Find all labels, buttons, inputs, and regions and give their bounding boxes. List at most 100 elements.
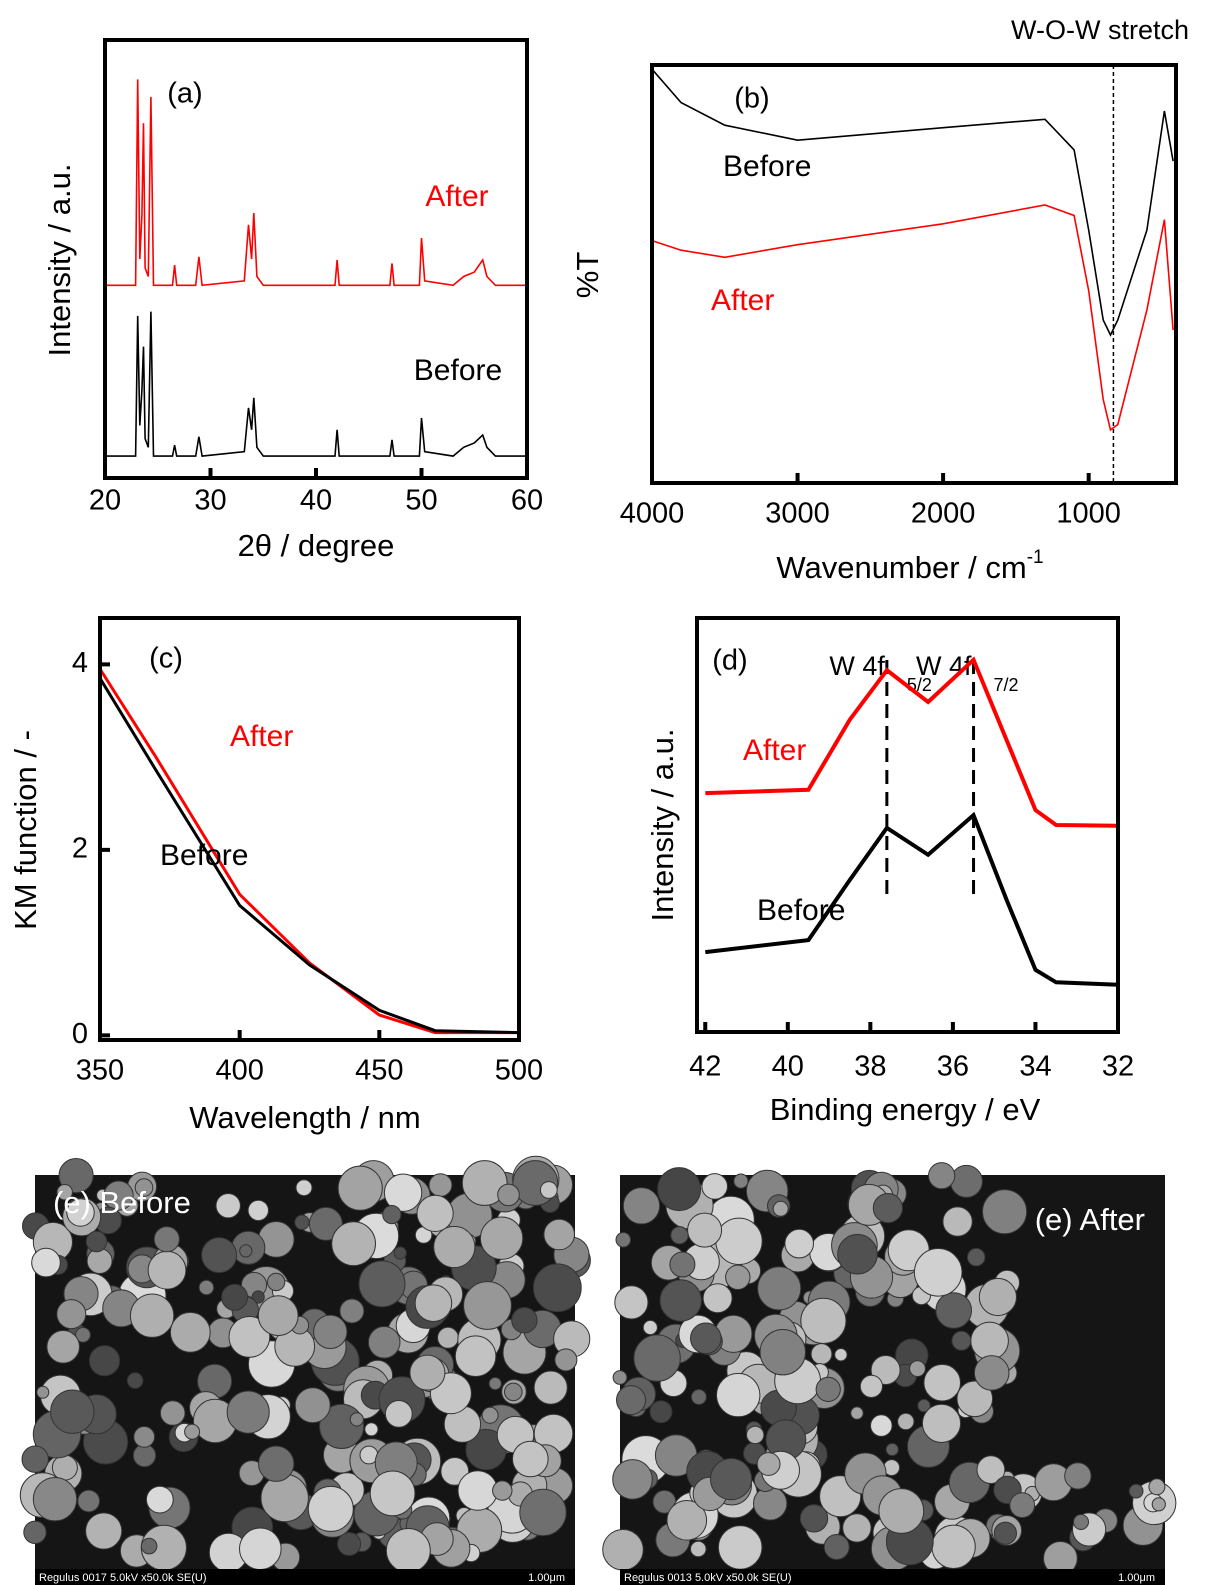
particle bbox=[756, 1452, 781, 1476]
particle bbox=[702, 1283, 733, 1314]
series-label: After bbox=[711, 284, 774, 317]
particle bbox=[221, 1283, 249, 1311]
x-tick-label: 38 bbox=[854, 1051, 886, 1083]
info-bar bbox=[35, 1569, 575, 1585]
particle bbox=[842, 1513, 872, 1543]
particle bbox=[870, 1414, 893, 1437]
x-tick-label: 4000 bbox=[620, 498, 685, 530]
particle bbox=[481, 1406, 499, 1424]
particle bbox=[602, 1529, 644, 1571]
particle bbox=[50, 1389, 95, 1434]
particle bbox=[949, 1164, 983, 1198]
x-tick-label: 40 bbox=[300, 485, 332, 517]
x-tick-label: 42 bbox=[689, 1051, 721, 1083]
x-tick-label: 20 bbox=[89, 485, 121, 517]
particle bbox=[198, 1279, 215, 1296]
particle bbox=[973, 1355, 1010, 1391]
particle bbox=[337, 1165, 383, 1211]
particle bbox=[129, 1293, 175, 1338]
particle bbox=[437, 1326, 459, 1349]
particle bbox=[850, 1406, 864, 1420]
particle bbox=[909, 1360, 926, 1377]
particle bbox=[815, 1376, 841, 1403]
particle bbox=[622, 1187, 661, 1225]
line-series bbox=[98, 677, 520, 1035]
particle bbox=[331, 1221, 377, 1267]
particle bbox=[956, 1380, 994, 1418]
particle bbox=[834, 1348, 848, 1362]
y-axis-label: Intensity / a.u. bbox=[42, 164, 77, 357]
particle bbox=[633, 1334, 681, 1382]
x-tick-label: 500 bbox=[495, 1055, 543, 1087]
particle bbox=[147, 1250, 187, 1290]
particle bbox=[615, 1232, 632, 1248]
line-series bbox=[651, 68, 1174, 337]
particle bbox=[539, 1181, 558, 1199]
particle bbox=[913, 1248, 963, 1297]
scale-label: 1.00μm bbox=[1118, 1572, 1155, 1584]
image-caption: Regulus 0017 5.0kV x50.0k SE(U) bbox=[39, 1572, 207, 1584]
particle bbox=[134, 1178, 154, 1197]
x-tick-label: 40 bbox=[772, 1051, 804, 1083]
particle bbox=[159, 1400, 186, 1426]
particle bbox=[46, 1330, 80, 1364]
particle bbox=[931, 1524, 976, 1570]
particle bbox=[837, 1233, 878, 1275]
x-tick-label: 30 bbox=[194, 485, 226, 517]
particle bbox=[433, 1225, 476, 1269]
particle bbox=[23, 1520, 47, 1545]
particle bbox=[103, 1180, 134, 1211]
particle bbox=[88, 1345, 121, 1377]
y-tick-label: 4 bbox=[72, 647, 88, 679]
particle bbox=[1009, 1492, 1036, 1519]
particle bbox=[308, 1206, 343, 1241]
particle bbox=[519, 1488, 567, 1537]
series-label: Before bbox=[723, 150, 811, 183]
panel-label: (d) bbox=[712, 645, 747, 677]
panel-label: (b) bbox=[734, 83, 769, 115]
particle bbox=[1151, 1497, 1166, 1512]
particle bbox=[337, 1532, 362, 1556]
x-tick-label: 60 bbox=[511, 485, 543, 517]
particle bbox=[294, 1387, 331, 1424]
image-caption: Regulus 0013 5.0kV x50.0k SE(U) bbox=[624, 1572, 792, 1584]
particle bbox=[497, 1183, 520, 1207]
particle bbox=[266, 1272, 286, 1292]
particle bbox=[416, 1194, 454, 1233]
x-tick-label: 400 bbox=[215, 1055, 263, 1087]
x-tick-label: 50 bbox=[405, 485, 437, 517]
annotation: W-O-W stretch bbox=[1011, 15, 1189, 45]
particle bbox=[614, 1285, 649, 1320]
particle bbox=[349, 1412, 364, 1427]
particle bbox=[701, 1173, 729, 1200]
x-axis-label-text: Wavenumber / cm bbox=[776, 550, 1026, 585]
particle bbox=[428, 1173, 453, 1197]
particle bbox=[917, 1398, 931, 1413]
particle bbox=[935, 1292, 973, 1329]
x-axis-label-text: Wavelength / nm bbox=[189, 1100, 420, 1135]
y-axis-label: Intensity / a.u. bbox=[645, 729, 680, 922]
particle bbox=[364, 1422, 379, 1437]
particle bbox=[885, 1442, 899, 1457]
particle bbox=[772, 1200, 789, 1217]
particle bbox=[746, 1425, 765, 1445]
annotation-sub: 7/2 bbox=[994, 675, 1019, 695]
x-axis-label: Wavenumber / cm-1 bbox=[776, 547, 1043, 585]
particle bbox=[759, 1329, 806, 1376]
line-series bbox=[651, 204, 1174, 432]
particle bbox=[226, 1390, 270, 1434]
particle bbox=[36, 1385, 50, 1399]
particle bbox=[649, 1400, 673, 1424]
particle bbox=[454, 1335, 497, 1377]
particle bbox=[461, 1160, 508, 1206]
particle bbox=[872, 1193, 904, 1224]
y-tick-label: 0 bbox=[72, 1018, 88, 1050]
series-label: Before bbox=[757, 894, 845, 927]
y-axis-label: %T bbox=[570, 252, 605, 299]
particle bbox=[715, 1217, 763, 1266]
particle bbox=[358, 1260, 406, 1308]
annotation: W 4f bbox=[829, 651, 885, 681]
y-axis-label: KM function / - bbox=[8, 730, 43, 930]
particle bbox=[878, 1488, 925, 1534]
particle bbox=[733, 1173, 749, 1189]
